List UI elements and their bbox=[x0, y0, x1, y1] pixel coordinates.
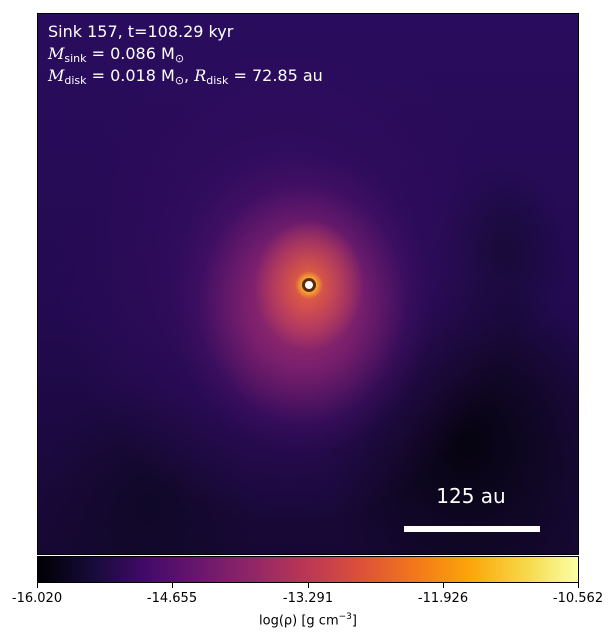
colorbar-tick-label: -11.926 bbox=[417, 591, 469, 606]
disk-separator: , bbox=[184, 66, 195, 85]
sink-particle-marker bbox=[302, 278, 316, 292]
scale-bar bbox=[404, 526, 540, 532]
scale-bar-label: 125 au bbox=[436, 484, 506, 508]
colorbar-tick-label: -10.562 bbox=[552, 591, 604, 606]
disk-radius-symbol: R bbox=[194, 66, 207, 85]
sink-mass-symbol: M bbox=[48, 44, 65, 63]
colorbar bbox=[37, 556, 579, 583]
colorbar-tick bbox=[578, 583, 579, 588]
colorbar-label-exponent: −3 bbox=[338, 612, 352, 622]
colorbar-tick-label: -16.020 bbox=[11, 591, 63, 606]
colorbar-tick bbox=[308, 583, 309, 588]
sink-mass-unit-subscript: ⊙ bbox=[174, 52, 185, 65]
disk-mass-value: = 0.018 M bbox=[86, 66, 175, 85]
disk-mass-symbol: M bbox=[48, 66, 65, 85]
disk-mass-unit-subscript: ⊙ bbox=[174, 74, 185, 87]
disk-radius-value: = 72.85 au bbox=[228, 66, 323, 85]
colorbar-label: log(ρ) [g cm−3] bbox=[259, 612, 357, 628]
disk-properties: Mdisk = 0.018 M⊙, Rdisk = 72.85 au bbox=[48, 66, 323, 91]
colorbar-label-main: log(ρ) [g cm bbox=[259, 613, 339, 629]
sink-mass: Msink = 0.086 M⊙ bbox=[48, 44, 184, 69]
sink-mass-value: = 0.086 M bbox=[86, 44, 175, 63]
colorbar-tick bbox=[443, 583, 444, 588]
colorbar-tick bbox=[37, 583, 38, 588]
disk-mass-subscript: disk bbox=[64, 74, 87, 87]
colorbar-tick-label: -13.291 bbox=[282, 591, 334, 606]
density-map: Sink 157, t=108.29 kyr Msink = 0.086 M⊙ … bbox=[37, 13, 579, 555]
colorbar-tick bbox=[172, 583, 173, 588]
colorbar-tick-label: -14.655 bbox=[146, 591, 198, 606]
sink-title: Sink 157, t=108.29 kyr bbox=[48, 22, 234, 41]
colorbar-label-end: ] bbox=[351, 613, 357, 629]
disk-radius-subscript: disk bbox=[206, 74, 229, 87]
sink-mass-subscript: sink bbox=[64, 52, 87, 65]
